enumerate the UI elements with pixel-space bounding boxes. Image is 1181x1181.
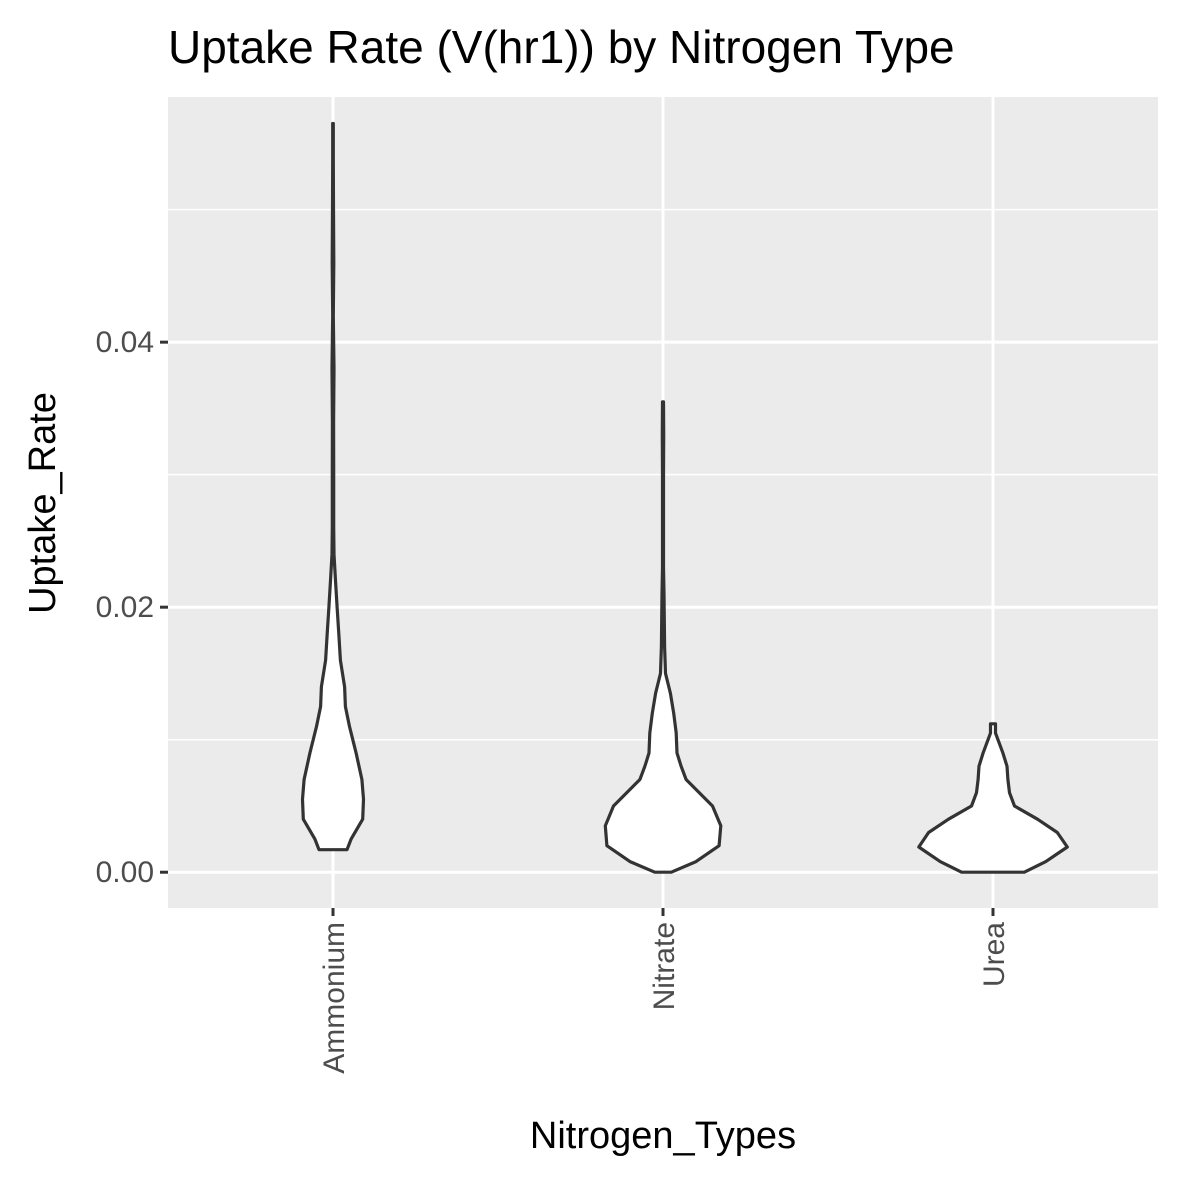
chart-title: Uptake Rate (V(hr1)) by Nitrogen Type (168, 21, 955, 73)
violin-nitrate (603, 400, 723, 874)
y-axis: 0.00 0.02 0.04 (96, 326, 168, 889)
x-tick-label: Urea (978, 922, 1011, 987)
x-tick-label: Nitrate (648, 922, 681, 1010)
x-tick-label: Ammonium (318, 922, 351, 1074)
x-axis: Ammonium Nitrate Urea (318, 908, 1011, 1074)
violins (300, 121, 1069, 874)
y-tick-label: 0.00 (96, 856, 154, 889)
y-axis-title: Uptake_Rate (22, 392, 64, 614)
y-tick-label: 0.04 (96, 326, 154, 359)
violin-ammonium (300, 121, 366, 852)
y-tick-label: 0.02 (96, 591, 154, 624)
violin-urea (917, 722, 1069, 874)
x-axis-title: Nitrogen_Types (530, 1115, 796, 1157)
